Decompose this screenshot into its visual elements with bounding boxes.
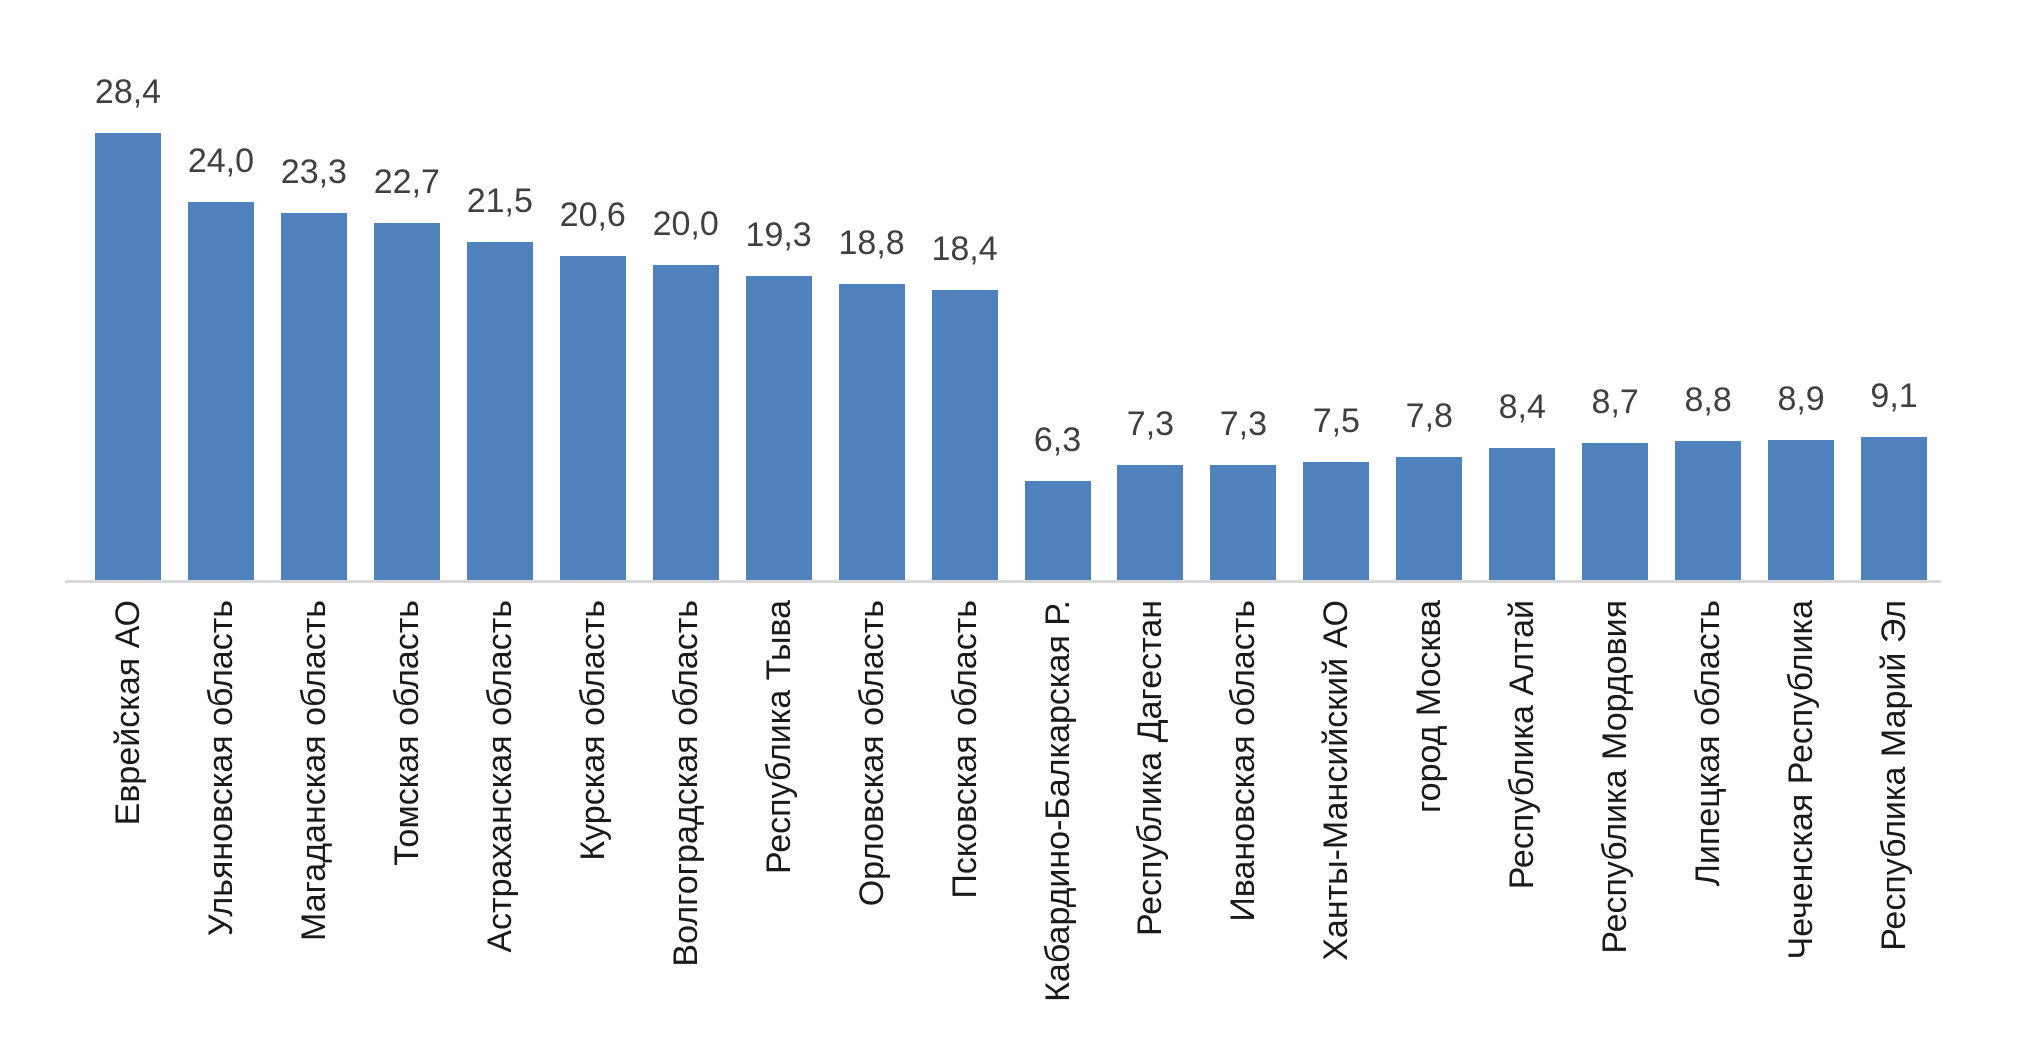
value-label: 28,4 — [94, 72, 162, 111]
bar — [466, 241, 533, 580]
bar — [652, 265, 719, 580]
value-label: 7,8 — [1405, 397, 1453, 436]
value-label: 7,3 — [1219, 405, 1268, 444]
value-label: 20,0 — [652, 205, 719, 244]
bar — [1582, 443, 1649, 580]
value-label: 8,4 — [1498, 387, 1546, 426]
bar — [1396, 457, 1463, 580]
category-label: Псковская область — [945, 600, 984, 899]
bar — [1675, 441, 1742, 580]
x-axis-line — [65, 580, 1941, 583]
category-label: Ханты-Мансийский АО — [1317, 600, 1356, 961]
value-label: 9,1 — [1870, 376, 1918, 415]
bar — [745, 276, 812, 580]
category-label: Магаданская область — [294, 600, 333, 941]
value-label: 22,7 — [373, 162, 440, 201]
bar — [280, 213, 347, 580]
value-label: 7,3 — [1126, 405, 1175, 444]
category-label: Республика Дагестан — [1131, 600, 1170, 937]
category-label: Курская область — [573, 600, 612, 861]
value-label: 21,5 — [466, 181, 533, 220]
category-label: Орловская область — [852, 600, 891, 907]
category-label: Кабардино-Балкарская Р. — [1038, 600, 1077, 1002]
value-label: 7,5 — [1312, 401, 1360, 440]
bar — [559, 255, 626, 580]
value-label: 18,4 — [931, 230, 998, 269]
value-label: 20,6 — [559, 195, 626, 234]
bar — [931, 290, 998, 580]
category-label: Волгоградская область — [666, 600, 705, 967]
category-label: Томская область — [387, 600, 426, 866]
category-label: Республика Мордовия — [1596, 600, 1635, 954]
bar — [838, 284, 905, 580]
value-label: 23,3 — [280, 153, 347, 192]
bar — [1024, 480, 1091, 580]
category-label: Республика Алтай — [1503, 600, 1542, 890]
bar — [95, 132, 161, 580]
category-label: Ивановская область — [1224, 600, 1263, 922]
category-label: Ульяновская область — [201, 600, 240, 936]
bar — [1210, 465, 1277, 580]
value-label: 6,3 — [1033, 420, 1082, 459]
bar — [1768, 439, 1835, 580]
value-label: 8,9 — [1777, 379, 1825, 418]
value-label: 8,8 — [1684, 381, 1732, 420]
bar — [1117, 465, 1184, 580]
category-label: Республика Тыва — [759, 600, 798, 874]
category-label: Еврейская АО — [109, 600, 147, 826]
category-label: город Москва — [1410, 600, 1449, 813]
value-label: 24,0 — [187, 142, 255, 181]
category-label: Липецкая область — [1689, 600, 1728, 887]
category-label: Чеченская Республика — [1782, 600, 1821, 960]
value-label: 18,8 — [838, 224, 905, 263]
bar — [373, 222, 440, 580]
value-label: 8,7 — [1591, 383, 1639, 422]
bar — [1861, 436, 1928, 580]
bar — [1303, 461, 1370, 580]
value-label: 19,3 — [745, 216, 812, 255]
bar — [1489, 447, 1556, 580]
bar — [187, 202, 254, 580]
category-label: Республика Марий Эл — [1875, 600, 1914, 951]
category-label: Астраханская область — [480, 600, 519, 953]
